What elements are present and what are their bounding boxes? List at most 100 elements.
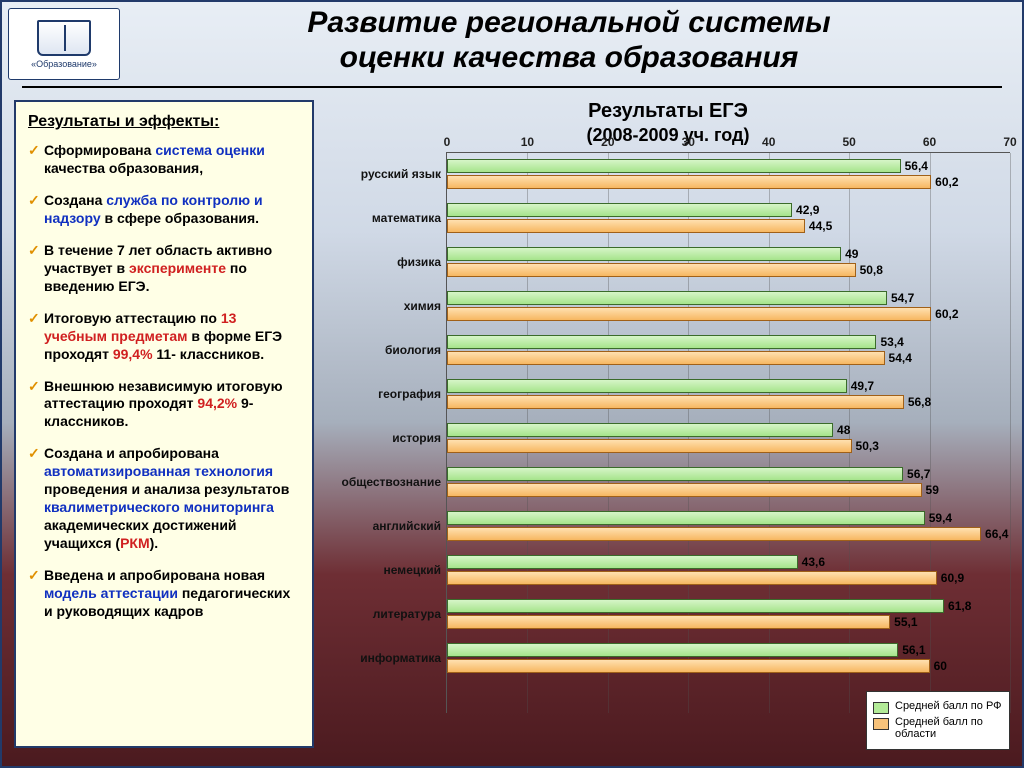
value-label: 55,1 [894, 615, 917, 629]
slide: «Образование» Развитие региональной сист… [0, 0, 1024, 768]
bar [447, 599, 944, 613]
results-item: Итоговую аттестацию по 13 учебным предме… [28, 310, 300, 364]
category-label: информатика [321, 651, 447, 665]
chart-row: информатика56,160 [447, 643, 1010, 673]
value-label: 48 [837, 423, 850, 437]
value-label: 42,9 [796, 203, 819, 217]
chart-row: химия54,760,2 [447, 291, 1010, 321]
bar [447, 247, 841, 261]
bar [447, 483, 922, 497]
results-item: В течение 7 лет область активно участвуе… [28, 242, 300, 296]
category-label: физика [321, 255, 447, 269]
chart-subtitle: (2008-2009 уч. год) [326, 125, 1010, 146]
title-underline [22, 86, 1002, 88]
chart-row: история4850,3 [447, 423, 1010, 453]
chart-row: литература61,855,1 [447, 599, 1010, 629]
legend-swatch-green [873, 702, 889, 714]
bar [447, 395, 904, 409]
bar [447, 351, 885, 365]
chart-row: биология53,454,4 [447, 335, 1010, 365]
category-label: литература [321, 607, 447, 621]
value-label: 56,8 [908, 395, 931, 409]
chart-title: Результаты ЕГЭ [326, 100, 1010, 123]
value-label: 59 [926, 483, 939, 497]
bar [447, 571, 937, 585]
category-label: немецкий [321, 563, 447, 577]
title-line2: оценки качества образования [340, 41, 799, 74]
value-label: 60 [934, 659, 947, 673]
results-item: Создана и апробирована автоматизированна… [28, 445, 300, 552]
x-tick: 60 [923, 135, 936, 149]
value-label: 61,8 [948, 599, 971, 613]
chart-plot: 010203040506070русский язык56,460,2матем… [446, 152, 1010, 713]
chart-pane: Результаты ЕГЭ (2008-2009 уч. год) 01020… [326, 100, 1010, 750]
x-tick: 20 [601, 135, 614, 149]
bar [447, 379, 847, 393]
bar [447, 203, 792, 217]
bar [447, 643, 898, 657]
x-tick: 40 [762, 135, 775, 149]
bar [447, 511, 925, 525]
chart-row: математика42,944,5 [447, 203, 1010, 233]
results-item: Введена и апробирована новая модель атте… [28, 567, 300, 621]
value-label: 66,4 [985, 527, 1008, 541]
logo-text: «Образование» [31, 59, 97, 69]
title-line1: Развитие региональной системы [307, 6, 830, 39]
category-label: математика [321, 211, 447, 225]
bar [447, 527, 981, 541]
value-label: 54,7 [891, 291, 914, 305]
value-label: 60,2 [935, 175, 958, 189]
bar [447, 439, 852, 453]
chart-legend: Средней балл по РФ Средней балл по облас… [866, 691, 1010, 750]
legend-item-rf: Средней балл по РФ [873, 700, 1003, 714]
logo-book-icon [37, 20, 91, 56]
chart-row: география49,756,8 [447, 379, 1010, 409]
value-label: 49,7 [851, 379, 874, 393]
results-item: Внешнюю независимую итоговую аттестацию … [28, 378, 300, 432]
x-tick: 50 [842, 135, 855, 149]
bar [447, 615, 890, 629]
results-heading: Результаты и эффекты: [28, 112, 300, 132]
results-item: Создана служба по контролю и надзору в с… [28, 192, 300, 228]
category-label: география [321, 387, 447, 401]
bar [447, 555, 798, 569]
gridline [1010, 153, 1011, 713]
x-tick: 30 [682, 135, 695, 149]
results-panel: Результаты и эффекты: Сформирована систе… [14, 100, 314, 748]
bar [447, 263, 856, 277]
bar [447, 307, 931, 321]
value-label: 43,6 [802, 555, 825, 569]
logo: «Образование» [8, 8, 120, 80]
bar [447, 175, 931, 189]
legend-label-rf: Средней балл по РФ [895, 700, 1002, 713]
bar [447, 467, 903, 481]
legend-item-region: Средней балл по области [873, 716, 1003, 741]
slide-title: Развитие региональной системы оценки кач… [132, 6, 1006, 75]
x-tick: 10 [521, 135, 534, 149]
value-label: 59,4 [929, 511, 952, 525]
value-label: 54,4 [889, 351, 912, 365]
chart-row: немецкий43,660,9 [447, 555, 1010, 585]
category-label: биология [321, 343, 447, 357]
bar [447, 335, 876, 349]
value-label: 60,9 [941, 571, 964, 585]
chart-row: английский59,466,4 [447, 511, 1010, 541]
category-label: обществознание [321, 475, 447, 489]
legend-swatch-orange [873, 718, 889, 730]
bar [447, 659, 930, 673]
value-label: 56,4 [905, 159, 928, 173]
chart-row: физика4950,8 [447, 247, 1010, 277]
value-label: 49 [845, 247, 858, 261]
results-list: Сформирована система оценки качества обр… [28, 142, 300, 620]
bar [447, 423, 833, 437]
value-label: 60,2 [935, 307, 958, 321]
category-label: английский [321, 519, 447, 533]
value-label: 50,3 [856, 439, 879, 453]
chart-row: обществознание56,759 [447, 467, 1010, 497]
legend-label-region: Средней балл по области [895, 716, 1003, 741]
x-tick: 0 [444, 135, 451, 149]
chart-row: русский язык56,460,2 [447, 159, 1010, 189]
bar [447, 159, 901, 173]
x-tick: 70 [1003, 135, 1016, 149]
category-label: история [321, 431, 447, 445]
